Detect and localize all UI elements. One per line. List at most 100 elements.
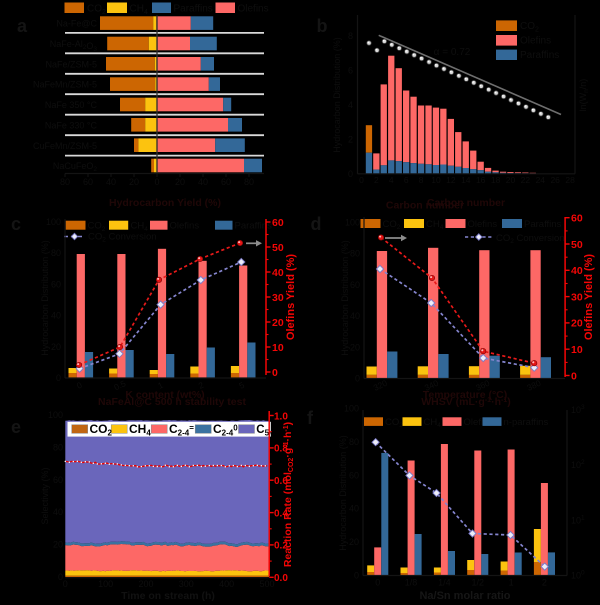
svg-text:2: 2 [197, 380, 206, 391]
svg-text:b: b [317, 16, 328, 36]
svg-text:60: 60 [221, 177, 231, 187]
svg-text:20: 20 [506, 175, 516, 185]
svg-text:NaFe 330 °C: NaFe 330 °C [45, 120, 98, 130]
svg-text:0: 0 [56, 373, 61, 383]
svg-text:60: 60 [272, 217, 284, 229]
svg-text:40: 40 [106, 177, 116, 187]
svg-text:60: 60 [350, 280, 360, 290]
svg-text:40: 40 [53, 507, 63, 517]
svg-text:1/4: 1/4 [438, 578, 451, 588]
svg-text:e: e [11, 417, 21, 437]
svg-text:60: 60 [349, 470, 359, 480]
svg-text:Olefins: Olefins [520, 36, 551, 47]
svg-text:0: 0 [581, 570, 585, 577]
svg-text:80: 80 [53, 442, 63, 452]
svg-text:100: 100 [345, 218, 360, 228]
svg-text:f: f [307, 408, 314, 428]
svg-text:CO2: CO2 [520, 21, 539, 34]
svg-text:40: 40 [198, 177, 208, 187]
svg-text:100: 100 [98, 579, 113, 589]
svg-text:6: 6 [348, 65, 353, 75]
svg-text:40: 40 [51, 311, 61, 321]
svg-text:20: 20 [272, 317, 284, 329]
svg-text:0.8: 0.8 [274, 444, 288, 455]
svg-text:20: 20 [129, 177, 139, 187]
svg-text:0: 0 [63, 579, 68, 589]
svg-text:d: d [311, 214, 322, 234]
svg-text:10: 10 [431, 175, 441, 185]
svg-text:6: 6 [404, 175, 409, 185]
svg-text:CH4: CH4 [424, 417, 442, 429]
svg-text:Paraffins: Paraffins [235, 221, 273, 232]
svg-text:a: a [17, 16, 28, 36]
svg-text:n-paraffins: n-paraffins [504, 417, 549, 428]
svg-text:Hydrocarbon Distribution (%): Hydrocarbon Distribution (%) [338, 435, 348, 551]
svg-text:12: 12 [446, 175, 456, 185]
svg-text:0: 0 [359, 175, 364, 185]
svg-text:28: 28 [565, 175, 575, 185]
svg-text:NaFe/ZSM-5: NaFe/ZSM-5 [45, 59, 97, 69]
svg-text:CH4: CH4 [426, 219, 444, 231]
svg-text:80: 80 [244, 177, 254, 187]
svg-text:80: 80 [60, 177, 70, 187]
svg-text:Hydrocarbon Distribution (%): Hydrocarbon Distribution (%) [332, 37, 342, 153]
svg-text:CO2 Conversion: CO2 Conversion [88, 232, 157, 244]
svg-text:100: 100 [46, 217, 61, 227]
svg-text:10: 10 [571, 405, 581, 415]
svg-text:Hydrocarbon Distribution (%): Hydrocarbon Distribution (%) [340, 240, 350, 356]
svg-text:40: 40 [272, 267, 284, 279]
svg-text:1: 1 [509, 578, 514, 588]
svg-text:Paraffins: Paraffins [520, 50, 559, 61]
svg-text:Selectivity (%): Selectivity (%) [40, 467, 50, 524]
svg-text:50: 50 [272, 242, 284, 254]
svg-text:26: 26 [550, 175, 560, 185]
svg-text:100: 100 [48, 410, 63, 420]
svg-text:40: 40 [571, 265, 583, 277]
svg-text:Carbon number: Carbon number [386, 200, 464, 212]
svg-text:0: 0 [354, 571, 359, 581]
svg-text:CO2: CO2 [383, 219, 401, 231]
svg-text:Olefins Yield (%): Olefins Yield (%) [285, 254, 297, 341]
svg-text:0: 0 [375, 578, 380, 588]
svg-text:20: 20 [571, 318, 583, 330]
svg-text:5: 5 [237, 380, 246, 391]
svg-text:500: 500 [259, 579, 274, 589]
svg-text:18: 18 [491, 175, 501, 185]
svg-text:10: 10 [571, 344, 583, 356]
svg-text:CO2: CO2 [90, 422, 113, 438]
svg-text:16: 16 [476, 175, 486, 185]
svg-text:CO2 Conversion: CO2 Conversion [496, 233, 565, 245]
svg-text:1.0: 1.0 [274, 411, 288, 422]
svg-text:NaFe 350 °C: NaFe 350 °C [45, 100, 98, 110]
svg-text:ln(Wn/n): ln(Wn/n) [578, 79, 590, 112]
svg-text:Temperature (°C): Temperature (°C) [423, 389, 508, 401]
svg-text:CO2: CO2 [87, 4, 106, 17]
svg-text:20: 20 [350, 342, 360, 352]
svg-text:20: 20 [175, 177, 185, 187]
svg-text:0: 0 [58, 572, 63, 582]
svg-text:20: 20 [53, 540, 63, 550]
svg-text:Paraffins: Paraffins [524, 219, 562, 230]
svg-text:4: 4 [348, 100, 353, 110]
svg-text:80: 80 [350, 249, 360, 259]
svg-text:Olefins: Olefins [464, 417, 494, 428]
svg-text:10: 10 [571, 571, 581, 581]
svg-text:0: 0 [154, 177, 159, 187]
svg-text:α = 0.72: α = 0.72 [434, 47, 471, 58]
svg-text:CO2: CO2 [385, 417, 403, 429]
svg-text:2: 2 [348, 134, 353, 144]
svg-text:80: 80 [51, 248, 61, 258]
svg-text:80: 80 [349, 437, 359, 447]
svg-text:40: 40 [349, 504, 359, 514]
svg-text:10: 10 [571, 515, 581, 525]
svg-text:0.0: 0.0 [274, 573, 288, 584]
svg-text:Na/Sn molar ratio: Na/Sn molar ratio [419, 590, 510, 602]
svg-text:Olefins: Olefins [170, 221, 200, 232]
svg-text:2: 2 [581, 459, 585, 466]
svg-text:CH4: CH4 [129, 422, 151, 438]
svg-text:60: 60 [83, 177, 93, 187]
svg-text:200: 200 [138, 579, 153, 589]
svg-text:c: c [11, 214, 21, 234]
svg-text:20: 20 [349, 537, 359, 547]
svg-text:0.2: 0.2 [274, 541, 288, 552]
